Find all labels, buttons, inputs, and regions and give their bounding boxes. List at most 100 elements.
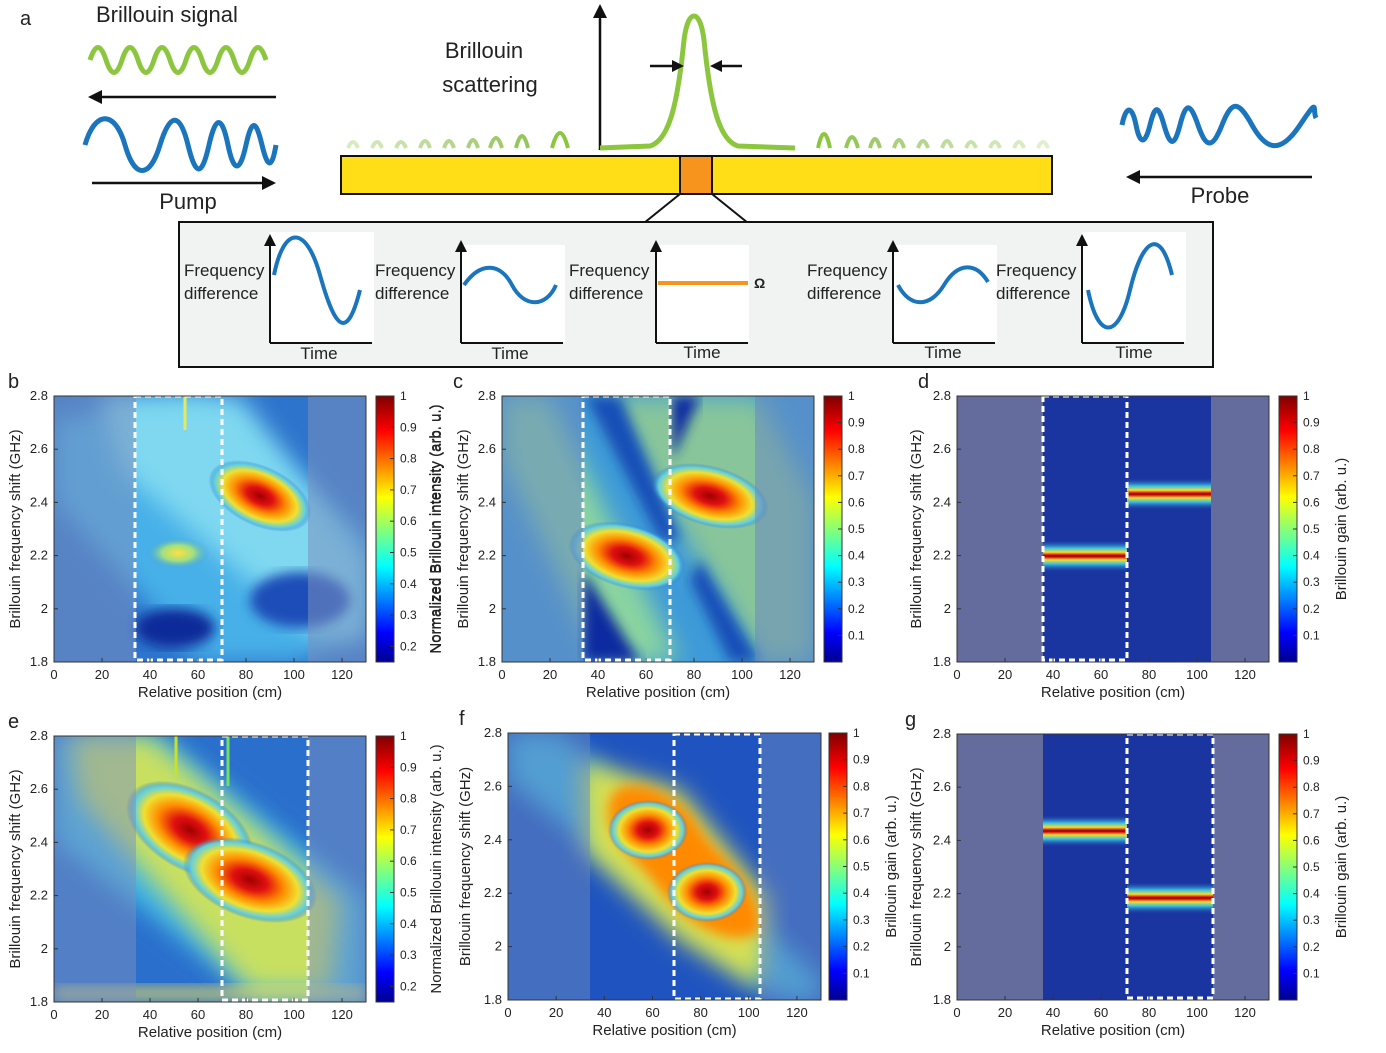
x-tick-label: 120 xyxy=(779,667,801,682)
y-tick-label: 2.6 xyxy=(933,779,951,794)
y-tick-label: 2.4 xyxy=(933,494,951,509)
x-tick-label: 20 xyxy=(549,1005,563,1020)
colorbar-label: Normalized Brillouin intensity (arb. u.) xyxy=(428,744,445,993)
y-tick-label: 2 xyxy=(944,601,951,616)
freq-label: Frequency xyxy=(569,261,650,280)
colorbar-tick-label: 0.4 xyxy=(853,886,870,900)
x-tick-label: 0 xyxy=(50,667,57,682)
colorbar-tick-label: 0.1 xyxy=(853,966,870,980)
colorbar-tick-label: 0.4 xyxy=(400,917,417,931)
colorbar-tick-label: 0.6 xyxy=(400,854,417,868)
colorbar-tick-label: 0.1 xyxy=(848,628,865,642)
panel-e-heatmap xyxy=(54,734,366,1002)
panel-d-heatmap xyxy=(957,394,1269,662)
arrow-right-icon xyxy=(262,176,276,190)
colorbar-tick-label: 0.7 xyxy=(400,483,417,497)
diff-label: difference xyxy=(807,284,881,303)
x-axis-label: Relative position (cm) xyxy=(138,1024,282,1041)
x-tick-label: 120 xyxy=(1234,1005,1256,1020)
x-tick-label: 0 xyxy=(504,1005,511,1020)
time-label: Time xyxy=(1115,343,1152,362)
y-axis-label: Brillouin frequency shift (GHz) xyxy=(457,767,474,966)
y-tick-label: 2.6 xyxy=(933,441,951,456)
colorbar-tick-label: 0.7 xyxy=(1303,807,1320,821)
y-tick-label: 2 xyxy=(41,941,48,956)
y-tick-label: 2.4 xyxy=(30,494,48,509)
inset-plot-5: Frequency difference Time xyxy=(996,232,1186,362)
colorbar-tick-label: 0.5 xyxy=(1303,522,1320,536)
x-tick-label: 100 xyxy=(738,1005,760,1020)
y-tick-label: 2.8 xyxy=(484,725,502,740)
colorbar-label: Brillouin gain (arb. u.) xyxy=(1333,458,1350,601)
colorbar-tick-label: 1 xyxy=(1303,389,1310,403)
panel-letter: c xyxy=(453,371,463,393)
diff-label: difference xyxy=(184,284,258,303)
colorbar-tick-label: 0.9 xyxy=(853,753,870,767)
brillouin-signal-label: Brillouin signal xyxy=(96,2,238,27)
plot-frame xyxy=(956,733,1270,1001)
y-tick-label: 2.2 xyxy=(933,548,951,563)
colorbar-tick-label: 0.2 xyxy=(400,639,417,653)
colorbar-label: Brillouin gain (arb. u.) xyxy=(1333,796,1350,939)
y-tick-label: 1.8 xyxy=(933,992,951,1007)
colorbar-tick-label: 0.4 xyxy=(400,577,417,591)
x-tick-label: 120 xyxy=(331,667,353,682)
y-tick-label: 2.4 xyxy=(933,832,951,847)
scattering-label-1: Brillouin xyxy=(445,38,523,63)
pump-label: Pump xyxy=(159,189,216,214)
freq-label: Frequency xyxy=(996,261,1077,280)
x-tick-label: 20 xyxy=(998,667,1012,682)
colorbar-tick-label: 0.7 xyxy=(853,806,870,820)
colorbar-tick-label: 0.9 xyxy=(400,760,417,774)
arrow-up-icon xyxy=(593,4,607,18)
x-tick-label: 80 xyxy=(1142,667,1156,682)
colorbar-tick-label: 0.8 xyxy=(400,452,417,466)
x-tick-label: 40 xyxy=(1046,667,1060,682)
y-tick-label: 1.8 xyxy=(484,992,502,1007)
colorbar-tick-label: 0.6 xyxy=(1303,495,1320,509)
y-tick-label: 2.6 xyxy=(478,441,496,456)
y-tick-label: 1.8 xyxy=(30,654,48,669)
y-tick-label: 2.4 xyxy=(484,832,502,847)
diff-label: difference xyxy=(996,284,1070,303)
x-tick-label: 0 xyxy=(498,667,505,682)
x-tick-label: 120 xyxy=(786,1005,808,1020)
y-tick-label: 1.8 xyxy=(30,994,48,1009)
x-tick-label: 100 xyxy=(283,1007,305,1022)
x-tick-label: 100 xyxy=(731,667,753,682)
y-tick-label: 2.2 xyxy=(484,885,502,900)
colorbar-tick-label: 1 xyxy=(400,729,407,743)
diff-label: difference xyxy=(375,284,449,303)
x-axis-label: Relative position (cm) xyxy=(592,1022,736,1039)
scattering-label-2: scattering xyxy=(442,72,537,97)
brillouin-peak xyxy=(599,13,796,151)
colorbar-tick-label: 0.2 xyxy=(853,940,870,954)
x-tick-label: 80 xyxy=(693,1005,707,1020)
y-axis-label: Brillouin frequency shift (GHz) xyxy=(455,429,472,628)
x-tick-label: 20 xyxy=(95,1007,109,1022)
y-tick-label: 2.8 xyxy=(30,728,48,743)
colorbar-tick-label: 0.3 xyxy=(400,608,417,622)
panel-g-heatmap xyxy=(957,732,1269,1000)
plot-frame xyxy=(501,395,815,663)
colorbar-tick-label: 0.2 xyxy=(848,602,865,616)
colorbar-tick-label: 0.3 xyxy=(853,913,870,927)
panel-letter: e xyxy=(8,711,19,733)
plot-frame xyxy=(956,395,1270,663)
colorbar-label: Normalized Brillouin intensity (arb. u.) xyxy=(427,404,444,653)
x-tick-label: 80 xyxy=(687,667,701,682)
x-tick-label: 60 xyxy=(191,667,205,682)
x-tick-label: 80 xyxy=(1142,1005,1156,1020)
panel-letter-a: a xyxy=(20,8,32,30)
y-tick-label: 2 xyxy=(489,601,496,616)
plot-frame xyxy=(53,735,367,1003)
colorbar-tick-label: 0.3 xyxy=(848,575,865,589)
x-tick-label: 80 xyxy=(239,667,253,682)
colorbar-tick-label: 0.4 xyxy=(1303,887,1320,901)
colorbar-tick-label: 0.1 xyxy=(1303,966,1320,980)
x-tick-label: 60 xyxy=(1094,1005,1108,1020)
brillouin-signal-wave xyxy=(87,45,269,75)
colorbar-tick-label: 0.1 xyxy=(1303,628,1320,642)
colorbar-tick-label: 1 xyxy=(400,389,407,403)
inset-plot-4: Frequency difference Time xyxy=(807,240,997,362)
